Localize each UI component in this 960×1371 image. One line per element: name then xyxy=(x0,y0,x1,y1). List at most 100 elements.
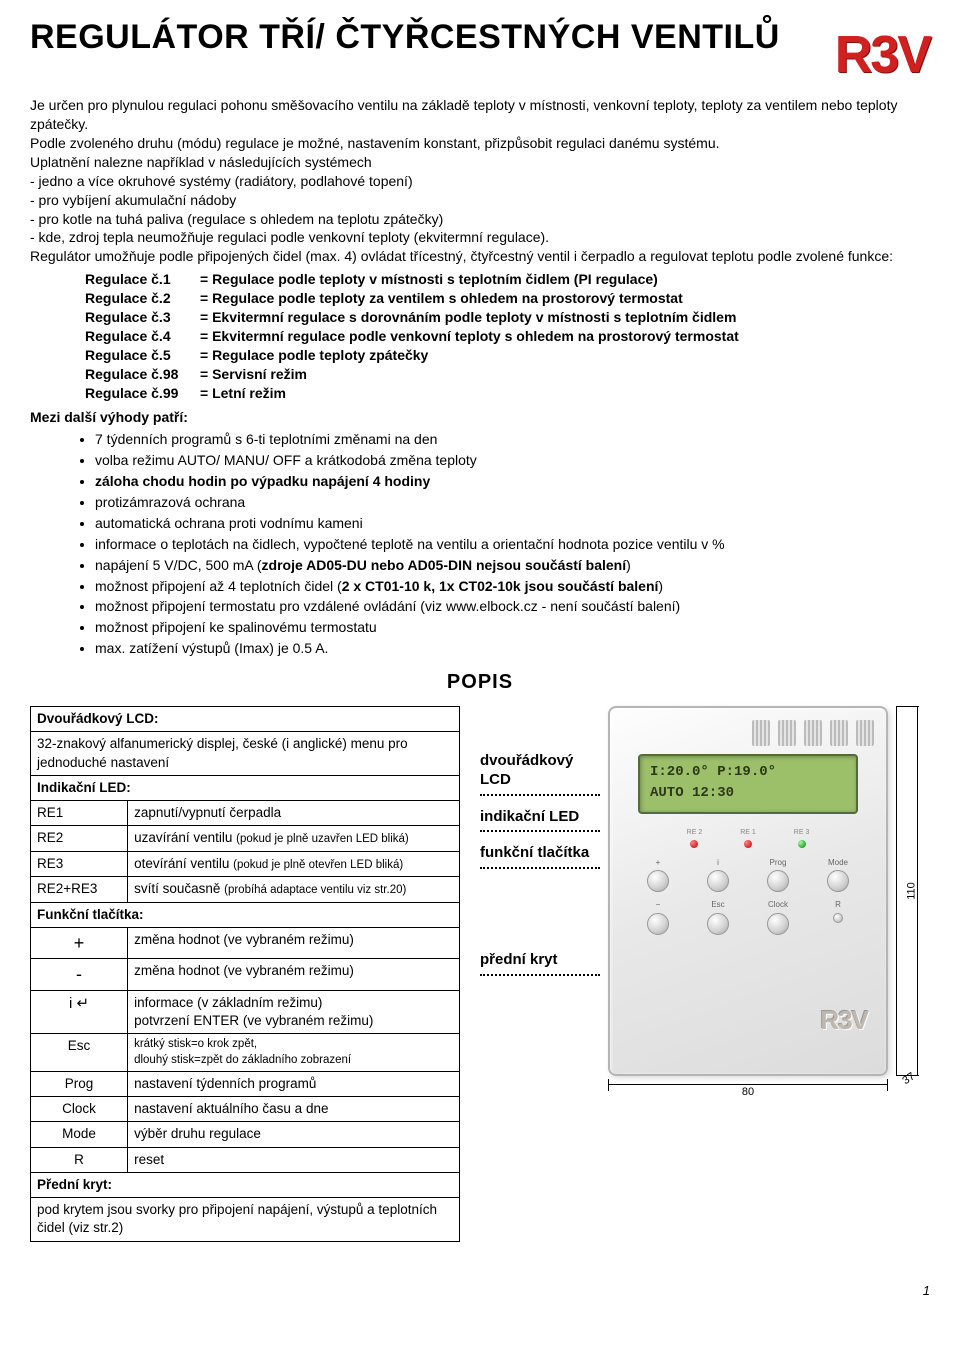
table-key: Prog xyxy=(31,1072,128,1097)
page-title: REGULÁTOR TŘÍ/ ČTYŘCESTNÝCH VENTILŮ xyxy=(30,20,780,56)
cover-section-head: Přední kryt: xyxy=(31,1172,460,1197)
table-row: Rreset xyxy=(31,1147,460,1172)
regulation-label: Regulace č.3 xyxy=(85,308,200,327)
led-label-re2: RE 2 xyxy=(687,828,703,837)
table-value: otevírání ventilu (pokud je plně otevřen… xyxy=(128,851,460,877)
led-label-re1: RE 1 xyxy=(740,828,756,837)
button-dome-icon xyxy=(767,870,789,892)
table-row: +změna hodnot (ve vybraném režimu) xyxy=(31,927,460,958)
regulation-desc: = Letní režim xyxy=(200,384,286,403)
device-button: Esc xyxy=(696,900,740,935)
device-button: Mode xyxy=(816,858,860,893)
device-button-label: Clock xyxy=(768,900,788,911)
advantage-item: max. zatížení výstupů (Imax) je 0.5 A. xyxy=(95,638,930,659)
device-button: Prog xyxy=(756,858,800,893)
intro-paragraph-3: Uplatnění nalezne například v následujíc… xyxy=(30,153,930,172)
device-button: i xyxy=(696,858,740,893)
table-key: Mode xyxy=(31,1122,128,1147)
table-key: i ↵ xyxy=(31,990,128,1033)
device-button-label: − xyxy=(656,900,661,911)
device-button-grid: +iProgMode−EscClockR xyxy=(622,852,874,942)
advantage-item: volba režimu AUTO/ MANU/ OFF a krátkodob… xyxy=(95,450,930,471)
regulation-desc: = Ekvitermní regulace s dorovnáním podle… xyxy=(200,308,736,327)
device-lcd-screen: I:20.0° P:19.0° AUTO 12:30 xyxy=(638,754,858,814)
button-dome-icon xyxy=(647,870,669,892)
device-button-label: R xyxy=(835,900,841,911)
table-value: nastavení týdenních programů xyxy=(128,1072,460,1097)
intro-bullet-4: - kde, zdroj tepla neumožňuje regulaci p… xyxy=(30,228,930,247)
led-label-re3: RE 3 xyxy=(794,828,810,837)
table-row: RE2+RE3svítí současně (probíhá adaptace … xyxy=(31,877,460,903)
regulation-desc: = Servisní režim xyxy=(200,365,307,384)
advantages-heading: Mezi další výhody patří: xyxy=(30,408,930,427)
intro-bullet-3: - pro kotle na tuhá paliva (regulace s o… xyxy=(30,210,930,229)
table-value: změna hodnot (ve vybraném režimu) xyxy=(128,959,460,990)
regulation-desc: = Regulace podle teploty v místnosti s t… xyxy=(200,270,658,289)
regulation-label: Regulace č.1 xyxy=(85,270,200,289)
table-value: nastavení aktuálního času a dne xyxy=(128,1097,460,1122)
table-row: Esckrátký stisk=o krok zpět, dlouhý stis… xyxy=(31,1034,460,1072)
regulation-row: Regulace č.5= Regulace podle teploty zpá… xyxy=(85,346,930,365)
button-dome-icon xyxy=(707,913,729,935)
device-button-label: Mode xyxy=(828,858,848,869)
table-row: i ↵informace (v základním režimu) potvrz… xyxy=(31,990,460,1033)
table-key: RE2 xyxy=(31,826,128,852)
intro-bullet-1: - jedno a více okruhové systémy (radiáto… xyxy=(30,172,930,191)
btn-section-head: Funkční tlačítka: xyxy=(31,902,460,927)
led-section-head: Indikační LED: xyxy=(31,775,460,800)
regulation-list: Regulace č.1= Regulace podle teploty v m… xyxy=(85,270,930,402)
table-key: - xyxy=(31,959,128,990)
callout-led: indikační LED xyxy=(480,808,600,827)
advantage-item: možnost připojení až 4 teplotních čidel … xyxy=(95,576,930,597)
regulation-row: Regulace č.1= Regulace podle teploty v m… xyxy=(85,270,930,289)
intro-paragraph-4: Regulátor umožňuje podle připojených čid… xyxy=(30,247,930,266)
table-value: krátký stisk=o krok zpět, dlouhý stisk=z… xyxy=(128,1034,460,1072)
table-value: výběr druhu regulace xyxy=(128,1122,460,1147)
table-row: Clocknastavení aktuálního času a dne xyxy=(31,1097,460,1122)
table-row: RE1zapnutí/vypnutí čerpadla xyxy=(31,801,460,826)
lcd-line-1: I:20.0° P:19.0° xyxy=(650,762,846,783)
table-value: uzavírání ventilu (pokud je plně uzavřen… xyxy=(128,826,460,852)
table-key: RE3 xyxy=(31,851,128,877)
table-key: RE2+RE3 xyxy=(31,877,128,903)
regulation-desc: = Regulace podle teploty za ventilem s o… xyxy=(200,289,683,308)
advantage-item: 7 týdenních programů s 6-ti teplotními z… xyxy=(95,429,930,450)
button-dome-icon xyxy=(647,913,669,935)
table-value: reset xyxy=(128,1147,460,1172)
table-key: R xyxy=(31,1147,128,1172)
advantage-item: automatická ochrana proti vodnímu kameni xyxy=(95,513,930,534)
table-row: -změna hodnot (ve vybraném režimu) xyxy=(31,959,460,990)
advantages-list: 7 týdenních programů s 6-ti teplotními z… xyxy=(95,429,930,659)
device-body-logo: R3V xyxy=(820,1003,868,1038)
advantage-item: protizámrazová ochrana xyxy=(95,492,930,513)
table-value: zapnutí/vypnutí čerpadla xyxy=(128,801,460,826)
cover-section-desc: pod krytem jsou svorky pro připojení nap… xyxy=(31,1198,460,1241)
regulation-row: Regulace č.98= Servisní režim xyxy=(85,365,930,384)
regulation-row: Regulace č.99= Letní režim xyxy=(85,384,930,403)
table-row: RE2uzavírání ventilu (pokud je plně uzav… xyxy=(31,826,460,852)
device-button: − xyxy=(636,900,680,935)
dimension-width: 80 xyxy=(608,1084,888,1104)
led-green-icon xyxy=(798,840,806,848)
regulation-desc: = Ekvitermní regulace podle venkovní tep… xyxy=(200,327,739,346)
table-key: RE1 xyxy=(31,801,128,826)
advantage-item: možnost připojení ke spalinovému termost… xyxy=(95,617,930,638)
callout-buttons: funkční tlačítka xyxy=(480,844,600,863)
table-value: změna hodnot (ve vybraném režimu) xyxy=(128,927,460,958)
button-dome-icon xyxy=(707,870,729,892)
regulation-label: Regulace č.2 xyxy=(85,289,200,308)
device-button: R xyxy=(816,900,860,935)
intro-paragraph-1: Je určen pro plynulou regulaci pohonu sm… xyxy=(30,96,930,134)
device-vents xyxy=(622,720,874,746)
table-key: Clock xyxy=(31,1097,128,1122)
table-key: + xyxy=(31,927,128,958)
regulation-row: Regulace č.4= Ekvitermní regulace podle … xyxy=(85,327,930,346)
device-button-label: Esc xyxy=(711,900,724,911)
device-button: Clock xyxy=(756,900,800,935)
table-value: svítí současně (probíhá adaptace ventilu… xyxy=(128,877,460,903)
table-value: informace (v základním režimu) potvrzení… xyxy=(128,990,460,1033)
table-key: Esc xyxy=(31,1034,128,1072)
device-callout-labels: dvouřádkový LCD indikační LED funkční tl… xyxy=(480,706,600,988)
description-table: Dvouřádkový LCD: 32-znakový alfanumerick… xyxy=(30,706,460,1241)
button-dome-icon xyxy=(833,913,843,923)
